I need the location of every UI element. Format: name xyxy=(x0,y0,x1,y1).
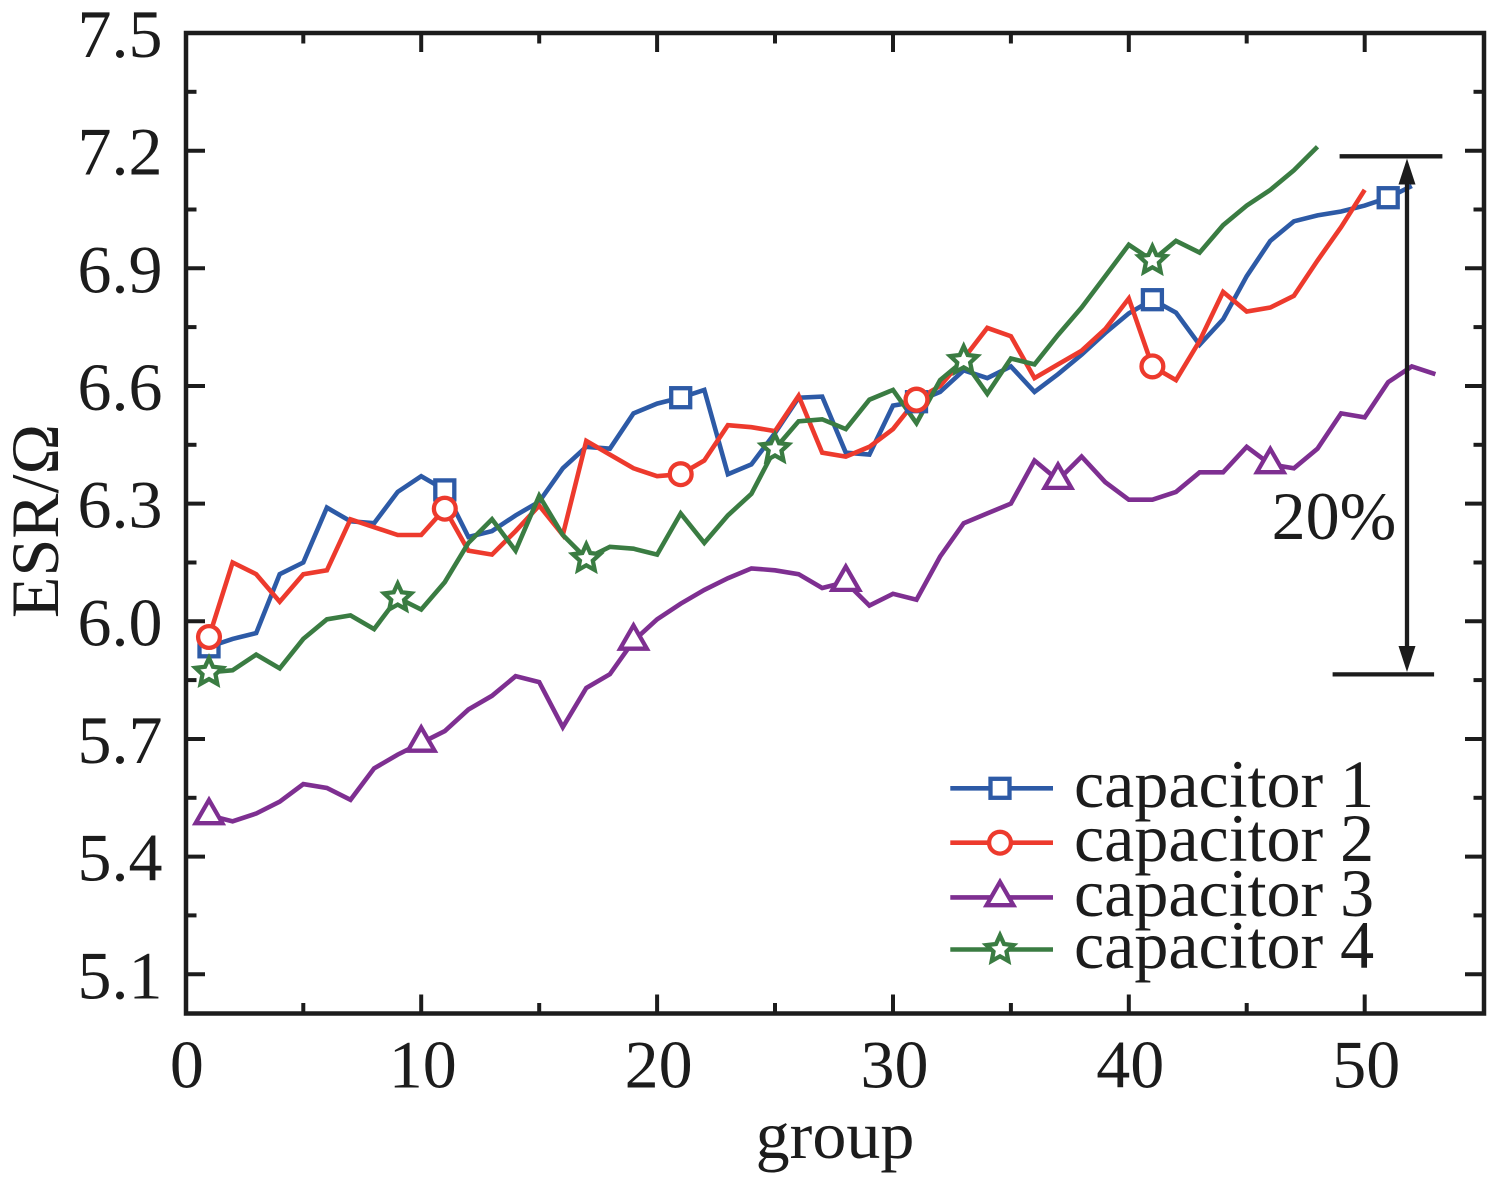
svg-text:group: group xyxy=(756,1097,915,1173)
svg-text:5.4: 5.4 xyxy=(78,820,163,896)
svg-text:50: 50 xyxy=(1332,1027,1400,1103)
svg-text:capacitor 4: capacitor 4 xyxy=(1074,907,1374,983)
svg-text:capacitor 1: capacitor 1 xyxy=(1074,746,1374,822)
svg-text:7.5: 7.5 xyxy=(78,0,163,72)
svg-text:6.9: 6.9 xyxy=(78,231,163,307)
svg-text:20: 20 xyxy=(625,1027,693,1103)
svg-text:capacitor 3: capacitor 3 xyxy=(1074,855,1374,931)
svg-text:20%: 20% xyxy=(1272,478,1397,554)
svg-text:7.2: 7.2 xyxy=(78,114,163,190)
svg-text:ESR/Ω: ESR/Ω xyxy=(0,424,73,618)
svg-text:6.3: 6.3 xyxy=(78,467,163,543)
svg-text:5.1: 5.1 xyxy=(78,937,163,1013)
svg-text:0: 0 xyxy=(170,1027,204,1103)
svg-text:40: 40 xyxy=(1096,1027,1164,1103)
svg-text:5.7: 5.7 xyxy=(78,702,163,778)
svg-text:10: 10 xyxy=(389,1027,457,1103)
svg-text:6.0: 6.0 xyxy=(78,584,163,660)
svg-text:6.6: 6.6 xyxy=(78,349,163,425)
svg-text:30: 30 xyxy=(861,1027,929,1103)
svg-text:capacitor 2: capacitor 2 xyxy=(1074,800,1374,876)
